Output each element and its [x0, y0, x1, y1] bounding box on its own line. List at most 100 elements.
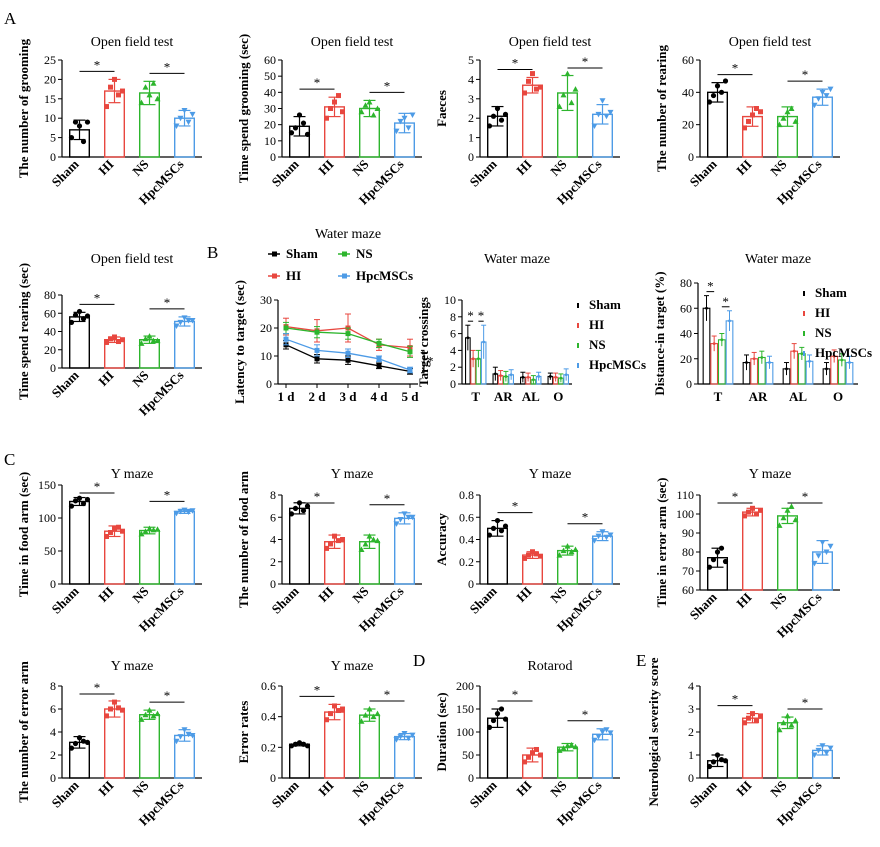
y-tick-label: 1: [468, 131, 474, 145]
bar-hi: [742, 511, 764, 591]
data-point: [407, 367, 413, 373]
data-point: [345, 350, 351, 356]
data-point: [784, 712, 791, 719]
y-tick-label: 70: [682, 564, 694, 578]
significance-star: *: [164, 688, 171, 703]
data-point: [108, 706, 113, 712]
data-point: [494, 105, 501, 112]
data-point: [714, 752, 721, 758]
data-point: [754, 106, 759, 111]
category-label: NS: [129, 157, 151, 179]
data-point: [823, 750, 830, 756]
data-point: [760, 356, 764, 359]
data-point: [362, 540, 369, 547]
data-point: [792, 516, 799, 523]
data-point: [84, 739, 91, 745]
panel-a4: Open field test The number of rearing 0 20 4…: [654, 35, 840, 207]
data-point: [283, 325, 289, 331]
y-axis-label: Distance-in target (%): [652, 271, 667, 395]
data-point: [397, 516, 404, 523]
panel-b3: Water maze Distance-in target (%) 0 20 40 60 8…: [652, 252, 872, 404]
category-label: HI: [733, 157, 754, 178]
y-tick-label: 5: [468, 53, 474, 67]
y-tick-label: 50: [44, 544, 56, 558]
significance-star: *: [384, 491, 391, 506]
data-point: [72, 740, 79, 747]
x-tick-label: AL: [789, 389, 807, 404]
bar-hpcmscs: [394, 517, 416, 585]
significance-star: *: [512, 687, 519, 702]
data-point: [815, 553, 822, 559]
data-point: [815, 96, 822, 102]
data-point: [150, 80, 157, 86]
legend-label: HpcMSCs: [589, 357, 646, 372]
data-point: [181, 507, 188, 514]
data-point: [599, 529, 606, 535]
data-point: [825, 367, 828, 371]
category-label: HI: [733, 778, 754, 799]
data-point: [146, 91, 153, 98]
y-tick-label: 60: [682, 53, 694, 67]
data-point: [328, 711, 333, 717]
data-point: [154, 337, 161, 344]
category-label: NS: [547, 584, 569, 606]
data-point: [142, 528, 149, 534]
data-point: [177, 319, 184, 326]
data-point: [76, 123, 83, 129]
data-point: [531, 378, 535, 382]
legend-marker: [803, 311, 805, 316]
data-point: [750, 711, 755, 717]
data-point: [599, 98, 606, 104]
data-point: [476, 357, 480, 361]
data-point: [482, 340, 486, 344]
y-tick-label: 1: [688, 748, 694, 762]
significance-star: *: [94, 290, 101, 305]
y-axis-label: Neurological severity score: [646, 657, 661, 806]
data-point: [154, 710, 161, 717]
data-point: [722, 78, 729, 84]
data-point: [340, 109, 345, 115]
bar-hi: [522, 84, 544, 158]
data-point: [538, 84, 543, 90]
data-point: [401, 731, 408, 737]
legend-label: NS: [815, 325, 832, 340]
data-point: [746, 509, 751, 515]
significance-star: *: [94, 479, 101, 494]
category-label: HI: [315, 157, 336, 178]
data-point: [296, 740, 303, 746]
significance-star: *: [582, 54, 589, 69]
data-point: [76, 308, 83, 315]
data-point: [706, 99, 713, 105]
y-tick-label: 50: [264, 69, 276, 83]
y-axis-label: Time in error arm (sec): [654, 478, 669, 608]
data-point: [556, 747, 563, 753]
y-tick-label: 40: [680, 327, 692, 341]
bar-ns: [717, 339, 726, 385]
data-point: [556, 552, 563, 558]
data-point: [792, 717, 799, 723]
data-point: [300, 507, 307, 514]
data-point: [314, 347, 320, 353]
y-axis-label: The number of food arm: [236, 471, 251, 608]
data-point: [374, 710, 381, 717]
y-tick-label: 8: [270, 488, 276, 502]
data-point: [502, 111, 509, 117]
data-point: [568, 99, 575, 106]
data-point: [376, 340, 382, 346]
data-point: [595, 111, 602, 118]
data-point: [138, 99, 145, 106]
data-point: [68, 135, 75, 141]
y-axis-label: The number of grooming: [16, 38, 31, 178]
data-point: [332, 99, 337, 105]
panel-title: Y maze: [331, 467, 374, 482]
data-point: [80, 738, 87, 744]
data-point: [493, 372, 497, 376]
y-axis-label: Time in food arm (sec): [16, 472, 31, 597]
y-tick-label: 20: [44, 72, 56, 86]
data-point: [499, 374, 503, 377]
bar-hpcmscs: [173, 510, 195, 585]
data-point: [486, 123, 493, 129]
data-point: [72, 498, 79, 504]
data-point: [780, 115, 787, 121]
